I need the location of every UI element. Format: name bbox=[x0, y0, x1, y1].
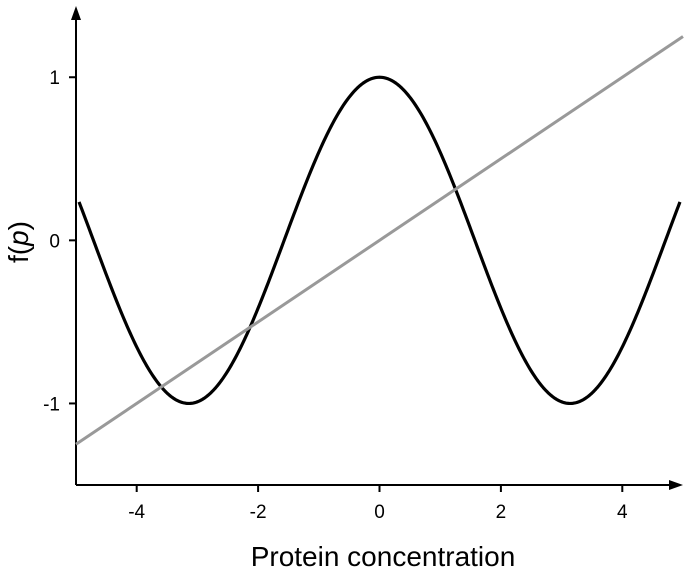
linear-series-line bbox=[75, 35, 684, 446]
y-axis-label-variable: p bbox=[3, 230, 34, 247]
y-tick-label: -1 bbox=[43, 394, 60, 415]
y-axis-arrow bbox=[71, 6, 81, 20]
y-tick-label: 1 bbox=[49, 68, 60, 89]
x-tick-label: -4 bbox=[128, 502, 145, 523]
axes bbox=[71, 6, 683, 490]
x-axis-arrow bbox=[669, 480, 683, 490]
y-ticks: -1 0 1 bbox=[43, 68, 76, 415]
y-tick-label: 0 bbox=[49, 231, 60, 252]
y-axis-label-suffix: ) bbox=[3, 221, 34, 230]
x-tick-label: -2 bbox=[250, 502, 267, 523]
x-tick-label: 4 bbox=[617, 502, 628, 523]
x-ticks: -4 -2 0 2 4 bbox=[128, 485, 628, 523]
cosine-series-line bbox=[77, 75, 682, 406]
x-tick-label: 0 bbox=[374, 502, 385, 523]
x-tick-label: 2 bbox=[496, 502, 507, 523]
series-layer bbox=[75, 35, 684, 446]
x-axis-label: Protein concentration bbox=[251, 541, 516, 572]
y-axis-label: f(p) bbox=[3, 221, 34, 263]
y-axis-label-prefix: f( bbox=[3, 245, 34, 263]
